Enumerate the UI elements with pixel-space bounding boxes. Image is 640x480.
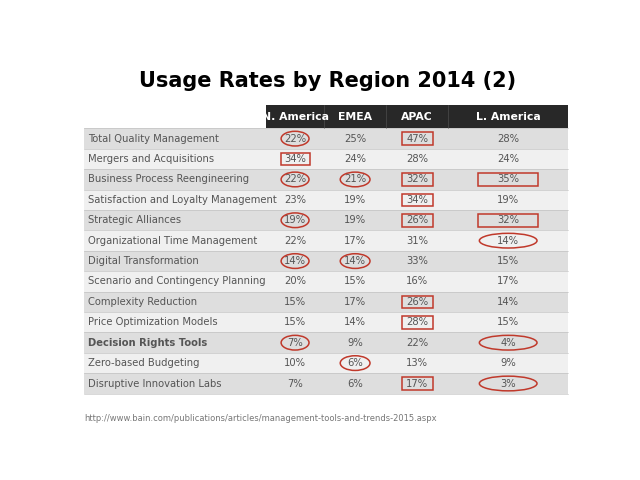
Text: EMEA: EMEA: [338, 112, 372, 122]
Text: 3%: 3%: [500, 379, 516, 388]
Text: Scenario and Contingency Planning: Scenario and Contingency Planning: [88, 276, 266, 287]
Text: 22%: 22%: [284, 174, 306, 184]
Polygon shape: [84, 230, 568, 251]
Bar: [402, 132, 433, 145]
Text: 15%: 15%: [284, 297, 306, 307]
Text: 17%: 17%: [497, 276, 519, 287]
Text: 7%: 7%: [287, 338, 303, 348]
Bar: [402, 377, 433, 390]
Text: 15%: 15%: [497, 317, 519, 327]
Text: 22%: 22%: [284, 236, 306, 246]
Text: 14%: 14%: [344, 256, 366, 266]
Text: 47%: 47%: [406, 133, 428, 144]
Polygon shape: [84, 251, 568, 271]
Text: 24%: 24%: [344, 154, 366, 164]
Text: 20%: 20%: [284, 276, 306, 287]
Text: 28%: 28%: [406, 317, 428, 327]
Polygon shape: [84, 353, 568, 373]
Bar: [280, 153, 310, 166]
Text: Mergers and Acquisitions: Mergers and Acquisitions: [88, 154, 214, 164]
Text: 6%: 6%: [348, 358, 363, 368]
Bar: [402, 296, 433, 308]
Polygon shape: [84, 190, 568, 210]
Text: Satisfaction and Loyalty Management: Satisfaction and Loyalty Management: [88, 195, 276, 205]
Text: 31%: 31%: [406, 236, 428, 246]
Text: Price Optimization Models: Price Optimization Models: [88, 317, 218, 327]
Text: 15%: 15%: [497, 256, 519, 266]
Text: 32%: 32%: [497, 215, 519, 225]
Text: 26%: 26%: [406, 297, 428, 307]
Polygon shape: [84, 292, 568, 312]
Text: 22%: 22%: [406, 338, 428, 348]
Text: 9%: 9%: [348, 338, 363, 348]
Text: 15%: 15%: [344, 276, 366, 287]
Text: 6%: 6%: [348, 379, 363, 388]
Text: 9%: 9%: [500, 358, 516, 368]
Text: Complexity Reduction: Complexity Reduction: [88, 297, 197, 307]
Text: Digital Transformation: Digital Transformation: [88, 256, 198, 266]
Text: 21%: 21%: [344, 174, 366, 184]
Polygon shape: [84, 271, 568, 292]
Text: 15%: 15%: [284, 317, 306, 327]
Text: 24%: 24%: [497, 154, 519, 164]
Text: Total Quality Management: Total Quality Management: [88, 133, 219, 144]
Text: 26%: 26%: [406, 215, 428, 225]
Text: 35%: 35%: [497, 174, 519, 184]
Text: http://www.bain.com/publications/articles/management-tools-and-trends-2015.aspx: http://www.bain.com/publications/article…: [84, 414, 436, 422]
Text: 28%: 28%: [497, 133, 519, 144]
Text: 14%: 14%: [344, 317, 366, 327]
Text: 33%: 33%: [406, 256, 428, 266]
Text: 17%: 17%: [344, 236, 366, 246]
Text: 14%: 14%: [284, 256, 306, 266]
Polygon shape: [84, 373, 568, 394]
Polygon shape: [84, 312, 568, 333]
Bar: [402, 214, 433, 227]
Bar: [402, 193, 433, 206]
Text: 17%: 17%: [344, 297, 366, 307]
Polygon shape: [266, 105, 568, 129]
Bar: [478, 173, 538, 186]
Text: 28%: 28%: [406, 154, 428, 164]
Polygon shape: [84, 210, 568, 230]
Bar: [402, 173, 433, 186]
Text: 16%: 16%: [406, 276, 428, 287]
Text: 34%: 34%: [284, 154, 306, 164]
Text: 19%: 19%: [497, 195, 519, 205]
Text: 4%: 4%: [500, 338, 516, 348]
Text: 19%: 19%: [344, 215, 366, 225]
Bar: [478, 214, 538, 227]
Polygon shape: [84, 333, 568, 353]
Text: Usage Rates by Region 2014 (2): Usage Rates by Region 2014 (2): [140, 71, 516, 91]
Text: Strategic Alliances: Strategic Alliances: [88, 215, 181, 225]
Text: 14%: 14%: [497, 297, 519, 307]
Text: 22%: 22%: [284, 133, 306, 144]
Text: Zero-based Budgeting: Zero-based Budgeting: [88, 358, 199, 368]
Text: 19%: 19%: [284, 215, 306, 225]
Text: 7%: 7%: [287, 379, 303, 388]
Text: 34%: 34%: [406, 195, 428, 205]
Text: 13%: 13%: [406, 358, 428, 368]
Polygon shape: [84, 149, 568, 169]
Text: L. America: L. America: [476, 112, 541, 122]
Text: 23%: 23%: [284, 195, 306, 205]
Text: N. America: N. America: [262, 112, 328, 122]
Text: 10%: 10%: [284, 358, 306, 368]
Text: Disruptive Innovation Labs: Disruptive Innovation Labs: [88, 379, 221, 388]
Text: 14%: 14%: [497, 236, 519, 246]
Text: Decision Rights Tools: Decision Rights Tools: [88, 338, 207, 348]
Text: 32%: 32%: [406, 174, 428, 184]
Text: Organizational Time Management: Organizational Time Management: [88, 236, 257, 246]
Polygon shape: [84, 169, 568, 190]
Text: 19%: 19%: [344, 195, 366, 205]
Text: 17%: 17%: [406, 379, 428, 388]
Text: APAC: APAC: [401, 112, 433, 122]
Polygon shape: [84, 129, 568, 149]
Bar: [402, 316, 433, 329]
Text: Business Process Reengineering: Business Process Reengineering: [88, 174, 249, 184]
Text: 25%: 25%: [344, 133, 366, 144]
